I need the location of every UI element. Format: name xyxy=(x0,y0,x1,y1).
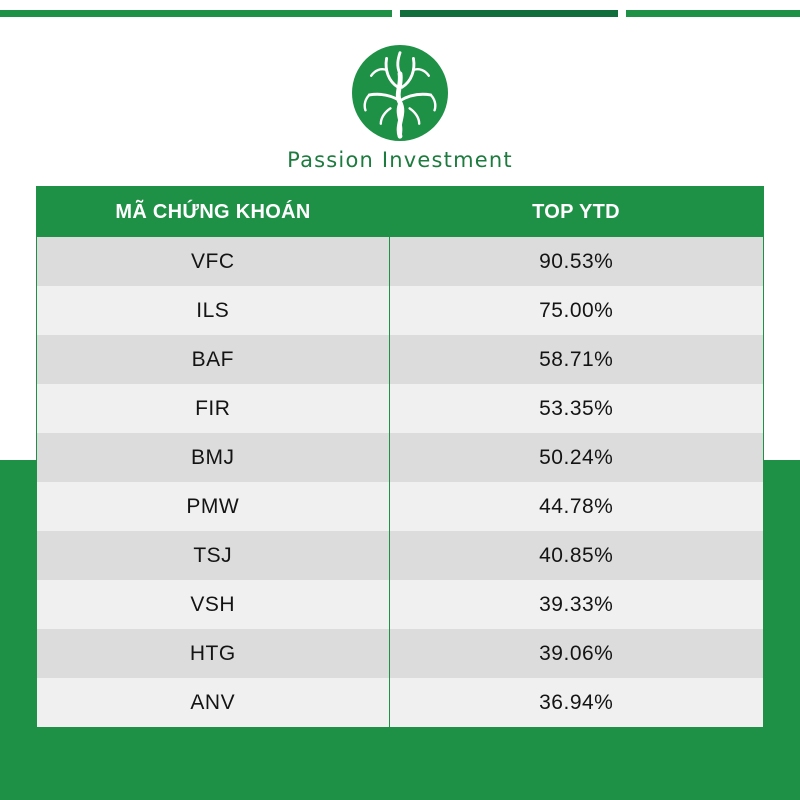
table-row: VSH 39.33% xyxy=(37,580,763,629)
header-top-ytd: TOP YTD xyxy=(389,187,763,237)
stock-code-cell: FIR xyxy=(37,384,390,433)
ytd-value-cell: 53.35% xyxy=(389,384,763,433)
top-bar-left xyxy=(0,10,392,17)
table-row: HTG 39.06% xyxy=(37,629,763,678)
table-row: PMW 44.78% xyxy=(37,482,763,531)
stock-code-cell: ILS xyxy=(37,286,390,335)
stock-code-cell: VFC xyxy=(37,237,390,286)
stock-code-cell: ANV xyxy=(37,678,390,727)
table-header-row: MÃ CHỨNG KHOÁN TOP YTD xyxy=(37,187,763,237)
ytd-value-cell: 39.06% xyxy=(389,629,763,678)
ytd-value-cell: 44.78% xyxy=(389,482,763,531)
table-row: VFC 90.53% xyxy=(37,237,763,286)
ytd-value-cell: 40.85% xyxy=(389,531,763,580)
stock-ytd-table: MÃ CHỨNG KHOÁN TOP YTD VFC 90.53% ILS 75… xyxy=(36,186,764,728)
ytd-value-cell: 75.00% xyxy=(389,286,763,335)
stock-code-cell: PMW xyxy=(37,482,390,531)
table-row: ANV 36.94% xyxy=(37,678,763,727)
top-bar-middle xyxy=(400,10,618,17)
header-stock-code: MÃ CHỨNG KHOÁN xyxy=(37,187,389,237)
ytd-value-cell: 58.71% xyxy=(389,335,763,384)
table-row: TSJ 40.85% xyxy=(37,531,763,580)
table-row: FIR 53.35% xyxy=(37,384,763,433)
table-row: ILS 75.00% xyxy=(37,286,763,335)
ytd-value-cell: 50.24% xyxy=(389,433,763,482)
brand-name: Passion Investment xyxy=(287,148,513,172)
stock-code-cell: HTG xyxy=(37,629,390,678)
table-row: BAF 58.71% xyxy=(37,335,763,384)
top-bar-right xyxy=(626,10,800,17)
ytd-value-cell: 90.53% xyxy=(389,237,763,286)
stock-code-cell: BMJ xyxy=(37,433,390,482)
tree-logo-icon xyxy=(352,45,448,141)
stock-code-cell: TSJ xyxy=(37,531,390,580)
stock-code-cell: BAF xyxy=(37,335,390,384)
ytd-value-cell: 39.33% xyxy=(389,580,763,629)
stock-code-cell: VSH xyxy=(37,580,390,629)
table-row: BMJ 50.24% xyxy=(37,433,763,482)
ytd-value-cell: 36.94% xyxy=(389,678,763,727)
